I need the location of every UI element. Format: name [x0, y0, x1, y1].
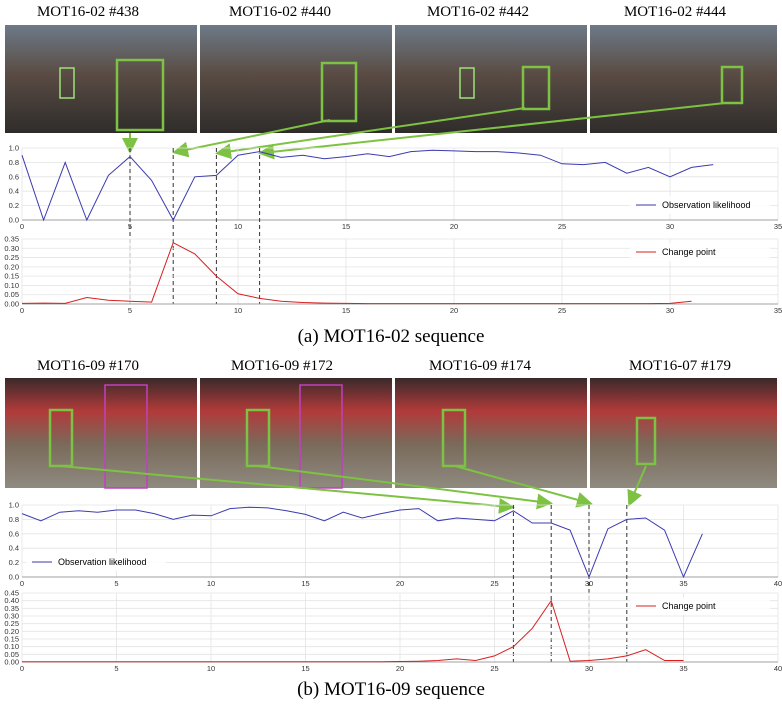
legend-label: Change point — [662, 601, 716, 611]
y-tick-label: 0.20 — [4, 627, 19, 636]
x-tick-label: 35 — [679, 664, 687, 673]
y-tick-label: 0.05 — [4, 290, 19, 299]
frame-label: MOT16-02 #438 — [37, 4, 139, 20]
x-tick-label: 5 — [114, 664, 118, 673]
x-tick-label: 15 — [301, 579, 309, 588]
x-tick-label: 40 — [774, 664, 782, 673]
x-tick-label: 35 — [679, 579, 687, 588]
y-tick-label: 0.40 — [4, 596, 19, 605]
chart: 0.00.20.40.60.81.005101520253035Observat… — [9, 144, 782, 305]
frame-label: MOT16-09 #174 — [429, 358, 532, 374]
y-tick-label: 0.2 — [9, 201, 19, 210]
y-tick-label: 0.8 — [9, 158, 19, 167]
x-tick-label: 30 — [666, 306, 674, 315]
y-tick-label: 0.2 — [9, 558, 19, 567]
y-tick-label: 0.4 — [9, 544, 19, 553]
figure: MOT16-02 #438 MOT16-02 #440 MOT16-02 #442 M… — [0, 0, 782, 712]
frame-label: MOT16-07 #179 — [629, 358, 731, 374]
x-tick-label: 30 — [666, 222, 674, 231]
y-tick-label: 1.0 — [9, 144, 19, 153]
x-tick-label: 10 — [234, 222, 242, 231]
x-tick-label: 20 — [396, 579, 404, 588]
caption: (b) MOT16-09 sequence — [297, 679, 485, 700]
y-tick-label: 0.00 — [4, 658, 19, 667]
y-tick-label: 0.4 — [9, 187, 19, 196]
y-tick-label: 0.30 — [4, 244, 19, 253]
photo — [5, 25, 197, 133]
y-tick-label: 0.35 — [4, 235, 19, 244]
x-tick-label: 20 — [450, 306, 458, 315]
photo — [395, 378, 587, 488]
y-tick-label: 0.0 — [9, 216, 19, 225]
x-tick-label: 0 — [20, 664, 24, 673]
caption: (a) MOT16-02 sequence — [298, 326, 485, 347]
x-tick-label: 35 — [774, 222, 782, 231]
y-tick-label: 0.45 — [4, 589, 19, 598]
photo — [395, 25, 587, 133]
x-tick-label: 10 — [234, 306, 242, 315]
x-tick-label: 20 — [450, 222, 458, 231]
photo — [200, 25, 392, 133]
x-tick-label: 25 — [490, 579, 498, 588]
y-tick-label: 0.00 — [4, 300, 19, 309]
x-tick-label: 35 — [774, 306, 782, 315]
frame-label: MOT16-02 #442 — [427, 4, 529, 20]
y-tick-label: 0.05 — [4, 650, 19, 659]
frame-label: MOT16-09 #170 — [37, 358, 139, 374]
y-tick-label: 0.25 — [4, 253, 19, 262]
x-tick-label: 10 — [207, 664, 215, 673]
x-tick-label: 10 — [207, 579, 215, 588]
y-tick-label: 0.6 — [9, 172, 19, 181]
photo — [5, 378, 197, 488]
frame-label: MOT16-02 #444 — [624, 4, 727, 20]
y-tick-label: 0.25 — [4, 619, 19, 628]
y-tick-label: 0.0 — [9, 573, 19, 582]
legend-label: Observation likelihood — [662, 200, 751, 210]
x-tick-label: 20 — [396, 664, 404, 673]
y-tick-label: 0.30 — [4, 612, 19, 621]
series-line — [22, 150, 713, 220]
frame-label: MOT16-09 #172 — [231, 358, 333, 374]
y-tick-label: 0.8 — [9, 515, 19, 524]
x-tick-label: 40 — [774, 579, 782, 588]
x-tick-label: 15 — [342, 222, 350, 231]
legend-label: Change point — [662, 247, 716, 257]
photo — [590, 378, 777, 488]
y-tick-label: 0.10 — [4, 281, 19, 290]
y-tick-label: 0.6 — [9, 529, 19, 538]
x-tick-label: 15 — [342, 306, 350, 315]
x-tick-label: 25 — [558, 306, 566, 315]
y-tick-label: 0.15 — [4, 272, 19, 281]
x-tick-label: 0 — [20, 579, 24, 588]
x-tick-label: 5 — [128, 306, 132, 315]
y-tick-label: 1.0 — [9, 501, 19, 510]
x-tick-label: 5 — [114, 579, 118, 588]
x-tick-label: 25 — [558, 222, 566, 231]
y-tick-label: 0.35 — [4, 604, 19, 613]
x-tick-label: 30 — [585, 664, 593, 673]
chart: 0.000.050.100.150.200.250.300.350.400.45… — [4, 589, 782, 674]
x-tick-label: 25 — [490, 664, 498, 673]
frame-label: MOT16-02 #440 — [229, 4, 331, 20]
y-tick-label: 0.15 — [4, 635, 19, 644]
legend-label: Observation likelihood — [58, 557, 147, 567]
y-tick-label: 0.10 — [4, 642, 19, 651]
x-tick-label: 0 — [20, 306, 24, 315]
x-tick-label: 0 — [20, 222, 24, 231]
photo-strip — [5, 25, 777, 133]
photo — [590, 25, 777, 133]
x-tick-label: 15 — [301, 664, 309, 673]
chart: 0.000.050.100.150.200.250.300.35 0 5 10 15 20… — [4, 235, 782, 316]
y-tick-label: 0.20 — [4, 262, 19, 271]
